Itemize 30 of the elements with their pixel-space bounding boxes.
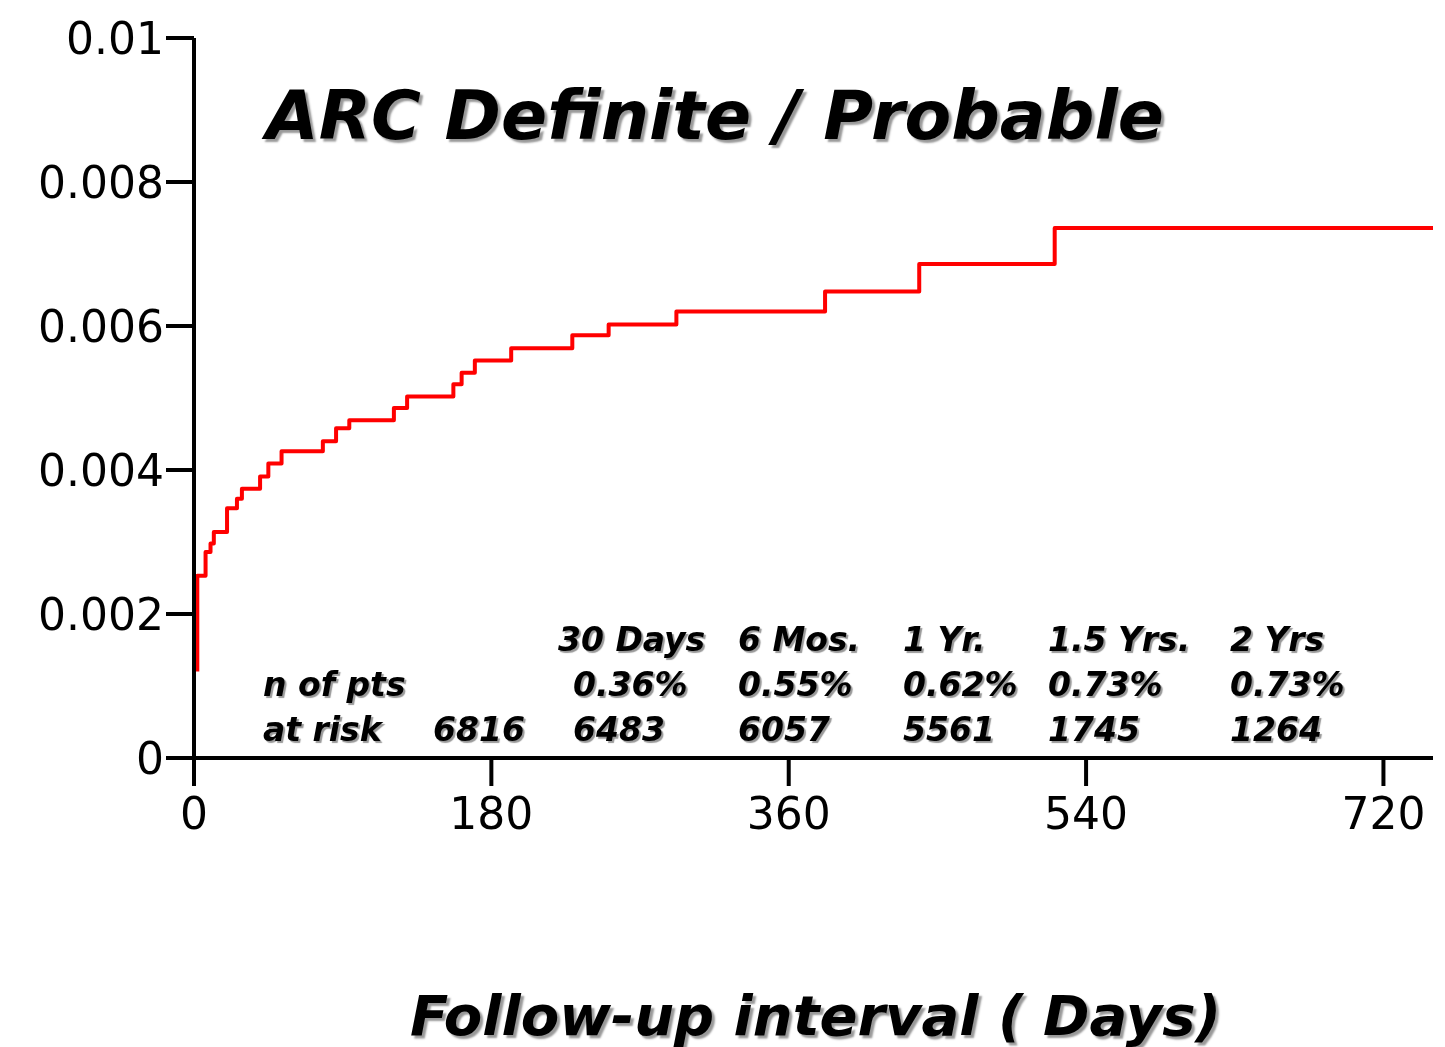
annotation: 2 Yrs [1230, 620, 1325, 659]
annotation: 6816 [433, 710, 525, 749]
annotation: 0.62% [903, 665, 1018, 704]
y-tick-label: 0.006 [38, 300, 164, 352]
annotation: 0.73% [1230, 665, 1345, 704]
x-tick-label: 720 [1341, 788, 1426, 840]
x-tick-label: 360 [746, 788, 831, 840]
annotation: 0.55% [738, 665, 853, 704]
annotation: 0.73% [1048, 665, 1163, 704]
annotation: n of pts [263, 665, 406, 704]
annotation: 1.5 Yrs. [1048, 620, 1191, 659]
x-tick-label: 540 [1044, 788, 1129, 840]
y-tick-label: 0.01 [66, 12, 164, 64]
y-tick-label: 0.002 [38, 588, 164, 640]
y-tick-label: 0 [136, 732, 164, 784]
annotation: 1745 [1048, 710, 1140, 749]
y-tick-label: 0.004 [38, 444, 164, 496]
annotation: 6 Mos. [738, 620, 861, 659]
annotation: 1 Yr. [903, 620, 986, 659]
annotation: 6057 [738, 710, 830, 749]
annotation: at risk [263, 710, 382, 749]
annotation: 0.36% [573, 665, 688, 704]
annotation: 30 Days [558, 620, 706, 659]
y-tick-label: 0.008 [38, 156, 164, 208]
x-tick-label: 0 [180, 788, 208, 840]
x-tick-label: 180 [449, 788, 534, 840]
annotation: 6483 [573, 710, 665, 749]
x-axis-title: Follow-up interval ( Days) [408, 983, 1223, 1047]
annotation: 5561 [903, 710, 995, 749]
annotation: 1264 [1230, 710, 1322, 749]
